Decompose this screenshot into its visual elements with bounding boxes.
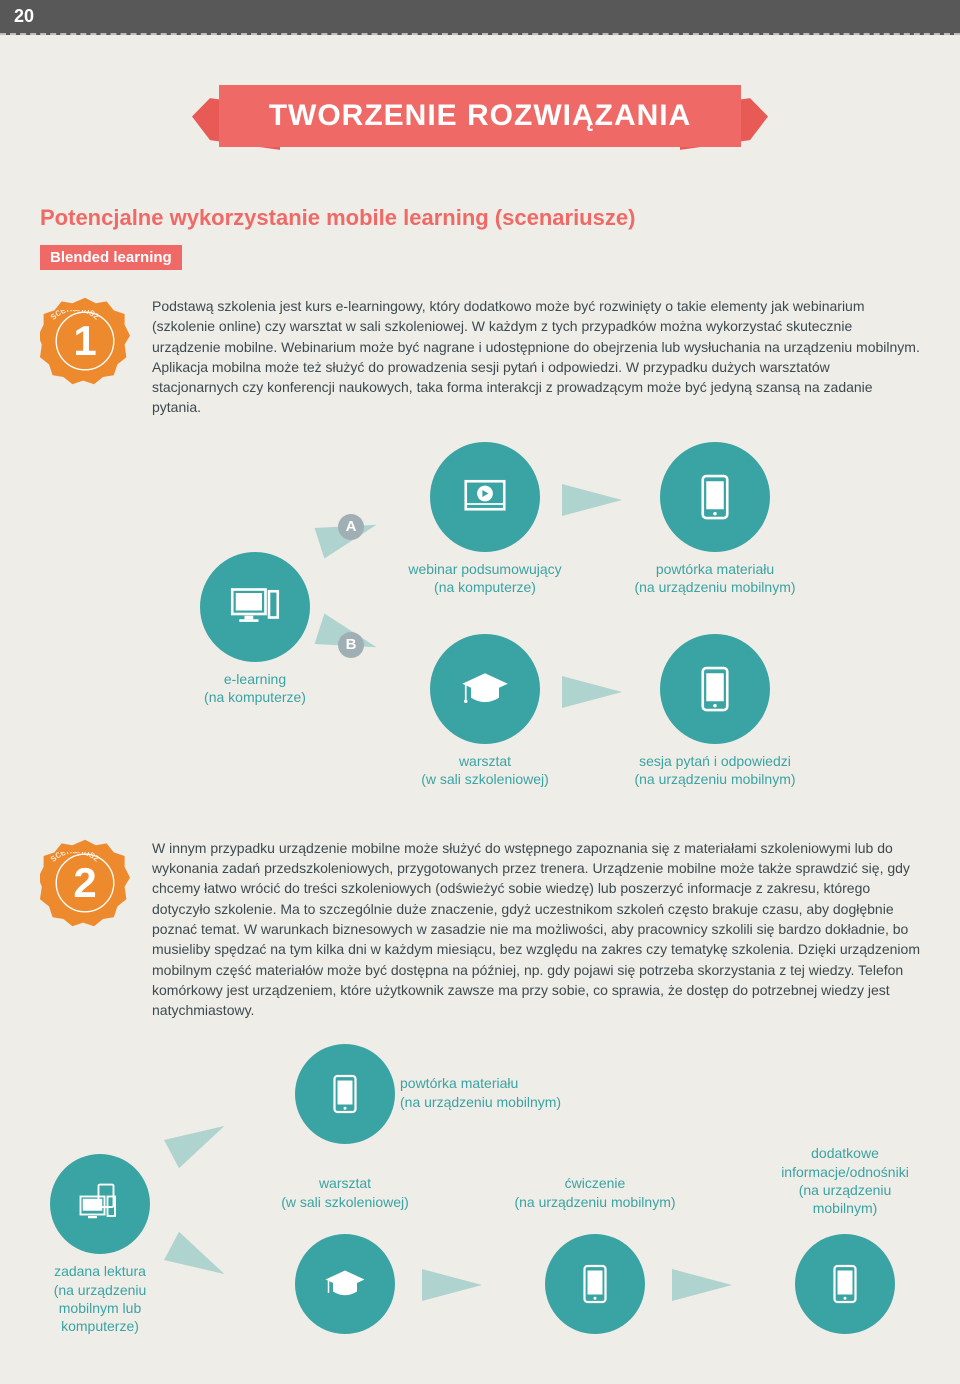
node-webinar	[430, 442, 540, 552]
scenario-1: scenariusz 1 Podstawą szkolenia jest kur…	[40, 296, 920, 418]
tablet-icon	[687, 469, 743, 525]
page-number-bar: 20	[0, 0, 960, 35]
marker-b: B	[338, 632, 364, 658]
arrow-icon	[422, 1269, 482, 1301]
badge-label-1: scenariusz	[48, 310, 102, 322]
label-exercise: ćwiczenie (na urządzeniu mobilnym)	[500, 1174, 690, 1210]
node-workshop	[430, 634, 540, 744]
diagram-1: e-learning (na komputerze) A B webinar p…	[40, 442, 920, 812]
arrow-icon	[562, 676, 622, 708]
graduation-cap-icon	[457, 661, 513, 717]
label-elearning: e-learning (na komputerze)	[160, 670, 350, 706]
label-webinar: webinar podsumowujący (na komputerze)	[390, 560, 580, 596]
label-review-a: powtórka materiału (na urządzeniu mobiln…	[620, 560, 810, 596]
scenario-1-text: Podstawą szkolenia jest kurs e-learningo…	[152, 296, 920, 418]
page-number: 20	[14, 6, 34, 26]
badge-label-2: scenariusz	[48, 852, 102, 864]
scenario-2-text: W innym przypadku urządzenie mobilne moż…	[152, 838, 920, 1021]
label-qa: sesja pytań i odpowiedzi (na urządzeniu …	[620, 752, 810, 788]
section-subtitle: Potencjalne wykorzystanie mobile learnin…	[40, 205, 920, 231]
node-qa	[660, 634, 770, 744]
node-workshop-2	[295, 1234, 395, 1334]
scenario-2: scenariusz 2 W innym przypadku urządzeni…	[40, 838, 920, 1021]
node-exercise	[545, 1234, 645, 1334]
label-workshop: warsztat (w sali szkoleniowej)	[390, 752, 580, 788]
devices-icon	[76, 1180, 124, 1228]
diagram-2: zadana lektura (na urządzeniu mobilnym l…	[40, 1044, 920, 1344]
tablet-icon	[687, 661, 743, 717]
label-workshop-2: warsztat (w sali szkoleniowej)	[250, 1174, 440, 1210]
ribbon-title: TWORZENIE ROZWIĄZANIA	[219, 85, 742, 147]
section-tag: Blended learning	[40, 245, 182, 270]
title-ribbon: TWORZENIE ROZWIĄZANIA	[40, 85, 920, 165]
tablet-icon	[821, 1260, 869, 1308]
svg-text:scenariusz: scenariusz	[48, 310, 102, 322]
tablet-icon	[571, 1260, 619, 1308]
video-icon	[457, 469, 513, 525]
node-review-2	[295, 1044, 395, 1144]
scenario-badge-2: scenariusz 2	[40, 838, 130, 928]
arrow-icon	[562, 484, 622, 516]
arrow-icon	[164, 1112, 232, 1168]
node-review-a	[660, 442, 770, 552]
computer-icon	[227, 579, 283, 635]
node-elearning	[200, 552, 310, 662]
page-content: TWORZENIE ROZWIĄZANIA Potencjalne wykorz…	[0, 35, 960, 1384]
marker-a: A	[338, 514, 364, 540]
scenario-badge-1: scenariusz 1	[40, 296, 130, 386]
graduation-cap-icon	[321, 1260, 369, 1308]
svg-text:scenariusz: scenariusz	[48, 852, 102, 864]
node-extra-info	[795, 1234, 895, 1334]
label-reading: zadana lektura (na urządzeniu mobilnym l…	[10, 1262, 190, 1335]
label-review-2: powtórka materiału (na urządzeniu mobiln…	[400, 1074, 620, 1110]
label-extra-info: dodatkowe informacje/odnośniki (na urząd…	[750, 1144, 940, 1217]
arrow-icon	[672, 1269, 732, 1301]
tablet-icon	[321, 1070, 369, 1118]
node-reading	[50, 1154, 150, 1254]
